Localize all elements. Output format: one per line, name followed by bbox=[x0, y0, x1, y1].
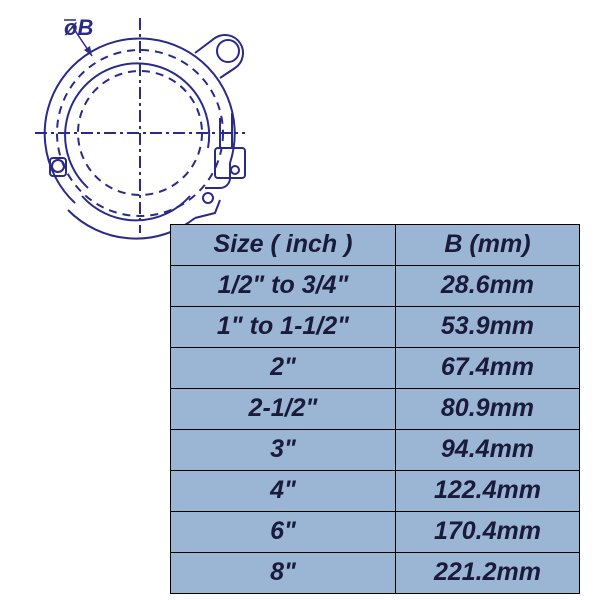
cell-size: 3" bbox=[171, 430, 396, 471]
table-row: 3" 94.4mm bbox=[171, 430, 580, 471]
clamp-diagram bbox=[20, 18, 280, 248]
col-header-b: B (mm) bbox=[395, 225, 579, 266]
cell-size: 1" to 1-1/2" bbox=[171, 307, 396, 348]
table-row: 2" 67.4mm bbox=[171, 348, 580, 389]
table-row: 1/2" to 3/4" 28.6mm bbox=[171, 266, 580, 307]
cell-b: 53.9mm bbox=[395, 307, 579, 348]
table-row: 1" to 1-1/2" 53.9mm bbox=[171, 307, 580, 348]
table-header-row: Size ( inch ) B (mm) bbox=[171, 225, 580, 266]
cell-b: 80.9mm bbox=[395, 389, 579, 430]
table-row: 8" 221.2mm bbox=[171, 553, 580, 594]
cell-b: 28.6mm bbox=[395, 266, 579, 307]
size-table: Size ( inch ) B (mm) 1/2" to 3/4" 28.6mm… bbox=[170, 224, 580, 594]
cell-size: 6" bbox=[171, 512, 396, 553]
table-row: 6" 170.4mm bbox=[171, 512, 580, 553]
cell-size: 2-1/2" bbox=[171, 389, 396, 430]
cell-b: 67.4mm bbox=[395, 348, 579, 389]
cell-size: 2" bbox=[171, 348, 396, 389]
cell-size: 4" bbox=[171, 471, 396, 512]
table-row: 4" 122.4mm bbox=[171, 471, 580, 512]
cell-b: 94.4mm bbox=[395, 430, 579, 471]
cell-size: 1/2" to 3/4" bbox=[171, 266, 396, 307]
col-header-size: Size ( inch ) bbox=[171, 225, 396, 266]
cell-size: 8" bbox=[171, 553, 396, 594]
cell-b: 122.4mm bbox=[395, 471, 579, 512]
cell-b: 170.4mm bbox=[395, 512, 579, 553]
table-row: 2-1/2" 80.9mm bbox=[171, 389, 580, 430]
cell-b: 221.2mm bbox=[395, 553, 579, 594]
